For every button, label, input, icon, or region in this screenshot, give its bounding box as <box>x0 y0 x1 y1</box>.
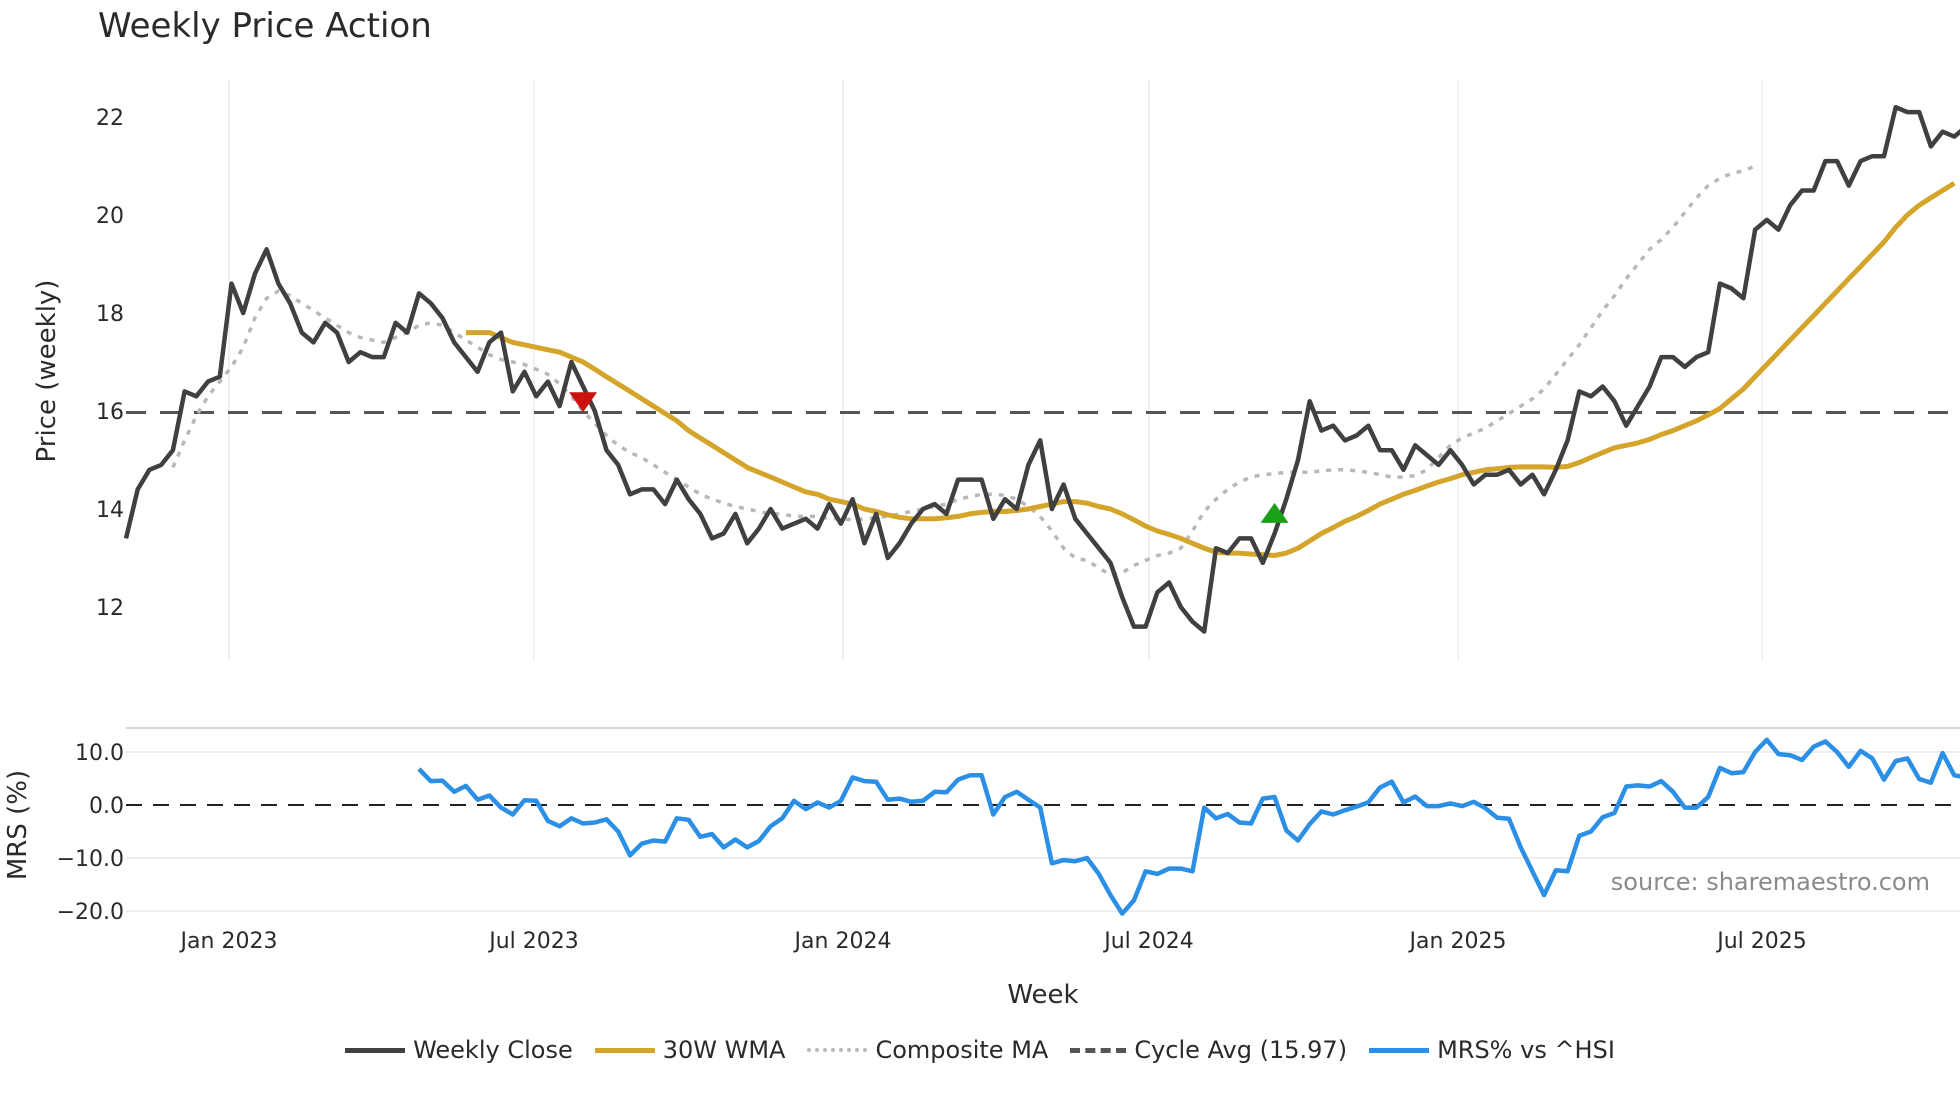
x-tick-label: Jan 2023 <box>179 929 278 954</box>
x-axis-title: Week <box>1007 980 1078 1010</box>
mrs-ytick: 10.0 <box>75 741 124 766</box>
legend: Weekly Close 30W WMA Composite MA Cycle Avg… <box>0 1036 1960 1064</box>
wma-30w-line <box>465 181 1956 558</box>
mrs-ytick: −10.0 <box>57 847 124 872</box>
legend-item[interactable]: Weekly Close <box>345 1036 573 1064</box>
x-tick-label: Jul 2025 <box>1715 929 1807 954</box>
weekly-close-line <box>123 104 1960 634</box>
legend-label: Cycle Avg (15.97) <box>1134 1036 1348 1064</box>
mrs-ytick: −20.0 <box>57 900 124 925</box>
price-panel: 12 14 16 18 20 22 <box>96 80 1960 660</box>
price-ytick: 18 <box>96 302 124 327</box>
legend-label: Weekly Close <box>413 1036 573 1064</box>
composite-ma-line <box>171 164 1756 577</box>
legend-item[interactable]: MRS% vs ^HSI <box>1369 1036 1615 1064</box>
x-tick-label: Jan 2024 <box>793 929 892 954</box>
x-tick-label: Jul 2024 <box>1102 929 1194 954</box>
price-ytick: 22 <box>96 106 124 131</box>
mrs-ytick: 0.0 <box>89 794 124 819</box>
price-ytick: 12 <box>96 596 124 621</box>
price-axis-title: Price (weekly) <box>32 280 62 463</box>
sell-signal-icon <box>569 392 598 413</box>
mrs-axis-title: MRS (%) <box>3 770 33 880</box>
legend-label: Composite MA <box>875 1036 1049 1064</box>
legend-swatch-icon <box>594 1047 655 1053</box>
x-tick-label: Jan 2025 <box>1408 929 1507 954</box>
legend-label: MRS% vs ^HSI <box>1437 1036 1615 1064</box>
mrs-line <box>417 737 1960 916</box>
price-ytick: 20 <box>96 204 124 229</box>
legend-item[interactable]: Cycle Avg (15.97) <box>1070 1036 1347 1064</box>
legend-label: 30W WMA <box>662 1036 786 1064</box>
price-ytick: 16 <box>96 400 124 425</box>
price-ytick: 14 <box>96 498 124 523</box>
chart-title: Weekly Price Action <box>98 6 432 46</box>
buy-signal-icon <box>1260 502 1289 523</box>
x-axis: Jan 2023 Jul 2023 Jan 2024 Jul 2024 Jan 2025… <box>179 929 1807 954</box>
x-tick-label: Jul 2023 <box>487 929 579 954</box>
legend-swatch-icon <box>807 1048 868 1052</box>
legend-swatch-icon <box>1369 1047 1430 1053</box>
source-label: source: sharemaestro.com <box>1611 868 1930 896</box>
mrs-panel: −20.0 −10.0 0.0 10.0 <box>57 727 1960 925</box>
legend-swatch-icon <box>345 1047 406 1053</box>
legend-item[interactable]: Composite MA <box>807 1036 1048 1064</box>
legend-swatch-icon <box>1070 1047 1127 1053</box>
legend-item[interactable]: 30W WMA <box>594 1036 786 1064</box>
